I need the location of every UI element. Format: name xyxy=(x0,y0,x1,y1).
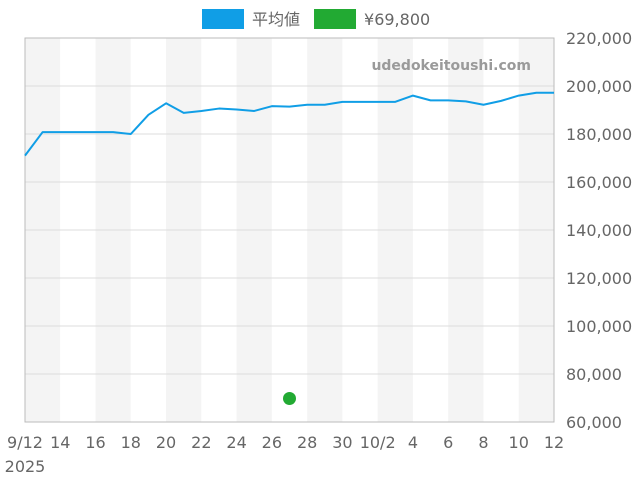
watermark: udedokeitoushi.com xyxy=(371,58,531,74)
y-tick-label: 100,000 xyxy=(566,317,632,336)
y-tick-label: 120,000 xyxy=(566,269,632,288)
y-tick-label: 160,000 xyxy=(566,173,632,192)
y-tick-label: 80,000 xyxy=(566,365,622,384)
x-tick-label: 28 xyxy=(297,433,317,452)
y-tick-label: 180,000 xyxy=(566,125,632,144)
series-layer xyxy=(24,91,554,405)
legend: 平均値 ¥69,800 xyxy=(202,9,430,29)
x-tick-label: 8 xyxy=(478,433,488,452)
plot-border xyxy=(24,37,555,423)
x-tick-label: 24 xyxy=(226,433,246,452)
legend-label: ¥69,800 xyxy=(364,10,430,29)
x-tick-label: 26 xyxy=(262,433,282,452)
x-tick-label: 4 xyxy=(408,433,418,452)
series-point xyxy=(283,391,296,405)
x-axis-ticks: 9/12 14 16 18 20 22 24 26 28 30 10/2 4 6 8 10 12 xyxy=(7,433,564,452)
y-tick-label: 60,000 xyxy=(566,413,622,432)
y-tick-label: 140,000 xyxy=(566,221,632,240)
x-tick-label: 16 xyxy=(85,433,105,452)
y-tick-label: 220,000 xyxy=(566,29,632,48)
x-tick-label: 10/2 xyxy=(360,433,396,452)
x-tick-label: 12 xyxy=(544,433,564,452)
series-line-average xyxy=(24,91,554,157)
legend-swatch xyxy=(202,9,244,29)
legend-label: 平均値 xyxy=(252,10,300,29)
y-axis-ticks: 60,000 80,000 100,000 120,000 140,000 160,000… xyxy=(566,29,632,432)
x-tick-label: 30 xyxy=(332,433,352,452)
x-axis-year-label: 2025 xyxy=(5,457,46,476)
x-tick-label: 14 xyxy=(50,433,70,452)
y-tick-label: 200,000 xyxy=(566,77,632,96)
x-tick-label: 20 xyxy=(156,433,176,452)
x-tick-label: 6 xyxy=(443,433,453,452)
x-tick-label: 22 xyxy=(191,433,211,452)
x-tick-label: 10 xyxy=(509,433,529,452)
x-tick-label: 18 xyxy=(121,433,141,452)
legend-swatch xyxy=(314,9,357,29)
x-tick-label: 9/12 xyxy=(7,433,43,452)
